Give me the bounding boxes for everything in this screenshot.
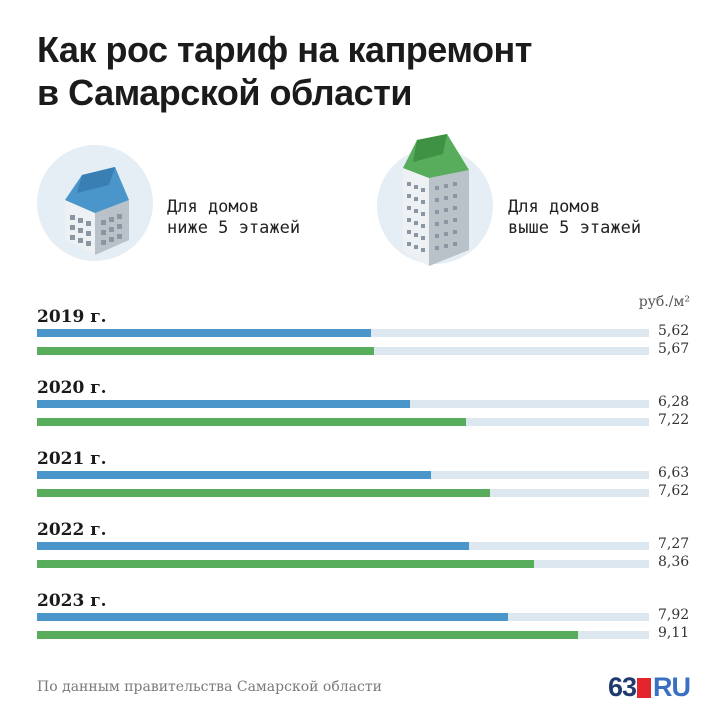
bar-high-rise <box>37 560 534 568</box>
bar-high-rise <box>37 347 374 355</box>
data-label: 6,28 <box>658 394 690 410</box>
category-label: 2022 г. <box>37 520 107 540</box>
data-label: 6,63 <box>658 465 690 481</box>
bar-track <box>37 560 649 568</box>
title-line-1: Как рос тариф на капремонт <box>37 29 532 70</box>
bar-low-rise <box>37 400 411 408</box>
high-rise-building-icon <box>377 134 493 266</box>
bar-low-rise <box>37 471 431 479</box>
category-label: 2021 г. <box>37 449 107 469</box>
legend-high-rise: Для домов выше 5 этажей <box>508 197 641 239</box>
data-label: 7,27 <box>658 536 690 552</box>
bar-track <box>37 418 649 426</box>
bar-track <box>37 400 649 408</box>
low-rise-building-icon <box>37 145 153 261</box>
bar-track <box>37 347 649 355</box>
bar-track <box>37 471 649 479</box>
category-label: 2020 г. <box>37 378 107 398</box>
data-label: 9,11 <box>658 625 690 641</box>
bar-track <box>37 613 649 621</box>
bar-track <box>37 542 649 550</box>
data-label: 7,62 <box>658 483 690 499</box>
bar-track <box>37 631 649 639</box>
unit-label: руб./м² <box>638 294 690 310</box>
data-label: 5,67 <box>658 341 690 357</box>
bar-high-rise <box>37 631 579 639</box>
page-title: Как рос тариф на капремонт в Самарской о… <box>37 28 532 114</box>
site-logo[interactable]: 63 RU <box>607 672 691 703</box>
category-label: 2023 г. <box>37 591 107 611</box>
bar-low-rise <box>37 613 508 621</box>
title-line-2: в Самарской области <box>37 72 412 113</box>
legend-high-rise-line-1: Для домов <box>508 197 601 217</box>
data-label: 7,92 <box>658 607 690 623</box>
legend-low-rise-line-2: ниже 5 этажей <box>167 218 301 238</box>
legend-low-rise: Для домов ниже 5 этажей <box>167 197 300 239</box>
bar-low-rise <box>37 542 469 550</box>
logo-ru: RU <box>653 672 691 702</box>
legend-low-rise-line-1: Для домов <box>167 197 260 217</box>
legend-high-rise-line-2: выше 5 этажей <box>508 218 642 238</box>
data-label: 7,22 <box>658 412 690 428</box>
bar-track <box>37 489 649 497</box>
bar-high-rise <box>37 418 466 426</box>
bar-high-rise <box>37 489 490 497</box>
category-label: 2019 г. <box>37 307 107 327</box>
logo-number: 63 <box>607 672 637 702</box>
bar-low-rise <box>37 329 371 337</box>
data-label: 8,36 <box>658 554 690 570</box>
logo-square-icon <box>637 677 651 698</box>
bar-track <box>37 329 649 337</box>
data-label: 5,62 <box>658 323 690 339</box>
source-note: По данным правительства Самарской област… <box>37 679 382 695</box>
